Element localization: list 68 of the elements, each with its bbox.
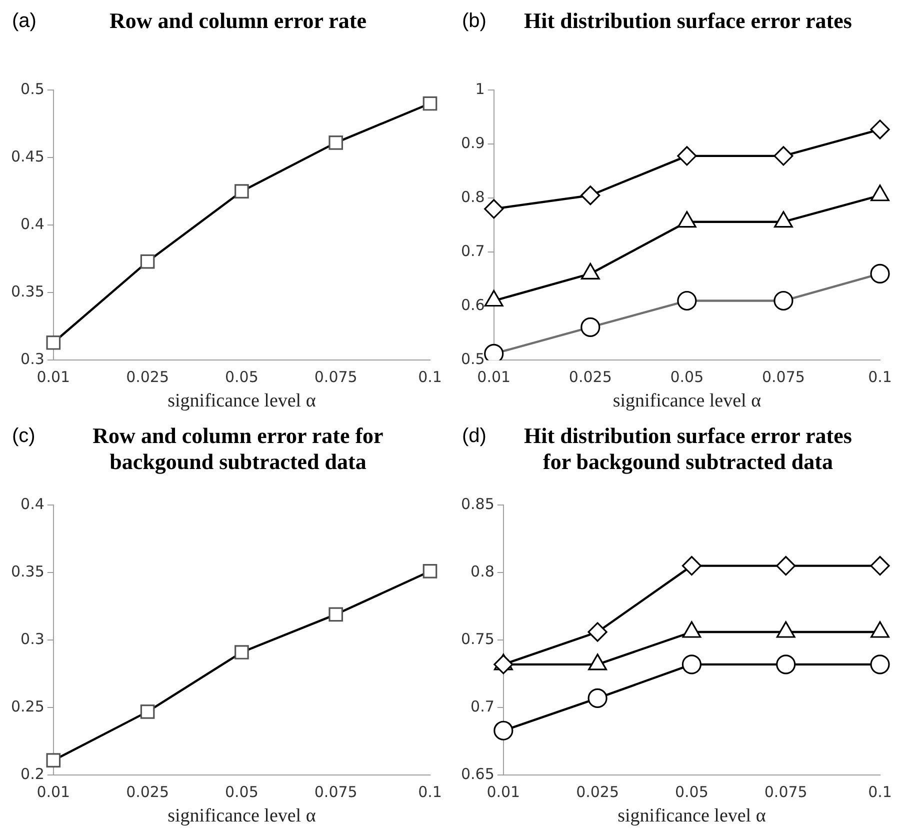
y-tick-label: 0.4 [20,494,44,513]
x-tick-label: 0.1 [418,783,442,802]
x-axis-title: significance level α [618,806,766,827]
chart-title: Row and column error rate for backgound subtracted data [92,423,384,475]
x-tick-label: 0.01 [477,368,511,386]
point [776,654,796,674]
x-tick-label: 0.05 [670,368,704,386]
x-tick-label: 0.025 [126,783,170,802]
x-tick-label: 0.1 [868,783,892,802]
x-axis-title: significance level α [612,390,762,412]
text: (b) [462,10,486,33]
y-tick-label: 0.3 [20,350,44,368]
y-tick-label: 0.65 [460,765,494,784]
y-tick-label: 0.7 [470,698,494,716]
point [494,720,514,740]
point [677,146,697,166]
point [774,146,794,166]
y-tick-label: 0.7 [460,242,485,260]
point [580,186,600,206]
point [588,622,608,642]
y-tick-label: 0.85 [460,494,494,513]
x-tick-label: 0.025 [126,368,170,386]
y-tick-label: 0.8 [470,562,494,580]
x-tick-label: 0.1 [868,368,892,386]
x-tick-label: 0.075 [762,368,805,386]
y-tick-label: 0.5 [460,350,485,368]
y-tick-label: 0.25 [10,698,44,716]
text: (d) [462,425,486,448]
x-tick-label: 0.01 [36,783,70,802]
x-tick-label: 0.01 [486,783,520,802]
chart-title: Hit distribution surface error rates for backgound subtracted data [523,423,853,475]
y-tick-label: 0.8 [460,188,485,206]
y-tick-label: 0.6 [460,296,485,314]
point [870,556,890,576]
y-tick-label: 0.75 [460,630,494,648]
y-tick-label: 0.35 [10,282,44,301]
x-tick-label: 0.05 [224,783,258,802]
x-axis-title: significance level α [168,390,316,412]
point [682,654,702,674]
chart-title: Hit distribution surface error rates [523,8,853,34]
point [494,654,514,674]
point [776,556,796,576]
x-tick-label: 0.05 [674,783,708,802]
x-tick-label: 0.01 [36,368,70,386]
y-tick-label: 1 [475,80,485,98]
point [588,688,608,708]
x-tick-label: 0.075 [764,783,808,802]
y-tick-label: 0.45 [10,147,44,166]
x-tick-label: 0.025 [568,368,612,386]
point [484,199,504,219]
point [682,556,702,576]
y-tick-label: 0.3 [20,630,44,648]
x-axis-title: significance level α [168,806,316,827]
x-tick-label: 0.025 [576,783,620,802]
point [870,654,890,674]
y-tick-label: 0.2 [20,765,44,784]
x-tick-label: 0.075 [314,368,358,386]
y-tick-label: 0.35 [10,562,44,580]
chart-title: Row and column error rate [108,8,368,34]
x-tick-label: 0.1 [418,368,442,386]
y-tick-label: 0.9 [460,134,485,152]
y-tick-label: 0.5 [20,80,44,98]
text: (c) [12,425,36,448]
text: (a) [12,10,36,33]
x-tick-label: 0.075 [314,783,358,802]
y-tick-label: 0.4 [20,214,44,233]
point [870,120,890,140]
x-tick-label: 0.05 [224,368,258,386]
